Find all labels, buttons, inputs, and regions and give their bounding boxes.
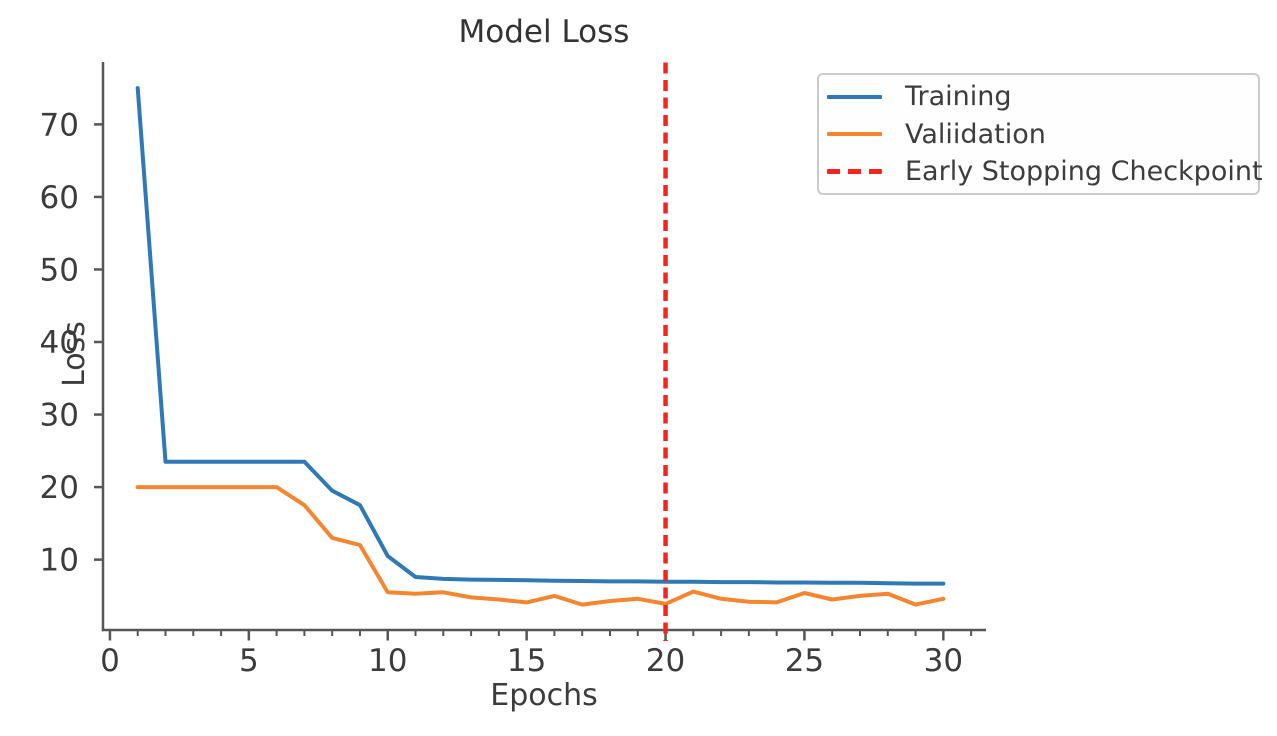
x-tick-label: 25 [785, 643, 824, 679]
training-line [135, 86, 946, 586]
legend-item-validation: Valiidation [819, 119, 1258, 150]
validation-line-icon [827, 132, 882, 136]
training-line-icon [827, 94, 882, 99]
x-tick-label: 10 [368, 643, 407, 679]
y-tick-label: 70 [40, 107, 79, 143]
x-tick-label: 15 [507, 643, 546, 679]
legend-label-validation: Valiidation [905, 118, 1046, 150]
y-tick-label: 20 [40, 470, 79, 506]
x-tick-label: 30 [924, 643, 963, 679]
legend-item-training: Training [819, 81, 1258, 112]
early-stopping-dashed-line-icon [827, 168, 882, 174]
legend-item-early-stopping: Early Stopping Checkpoint [819, 156, 1263, 187]
legend-label-training: Training [905, 81, 1012, 113]
y-tick-label: 10 [40, 543, 79, 579]
chart-title: Model Loss [458, 14, 630, 50]
y-tick-label: 30 [40, 398, 79, 434]
y-tick-label: 60 [40, 180, 79, 216]
x-tick-label: 0 [100, 643, 120, 679]
legend-label-early-stopping: Early Stopping Checkpoint [905, 155, 1263, 187]
y-tick-label: 50 [40, 252, 79, 288]
x-tick-label: 20 [646, 643, 685, 679]
x-tick-label: 5 [239, 643, 259, 679]
legend-box: Training Valiidation Early Stopping Chec… [817, 73, 1263, 195]
x-axis-label: Epochs [490, 678, 598, 713]
valiidation-line [135, 485, 946, 607]
y-tick-label: 40 [40, 325, 79, 361]
